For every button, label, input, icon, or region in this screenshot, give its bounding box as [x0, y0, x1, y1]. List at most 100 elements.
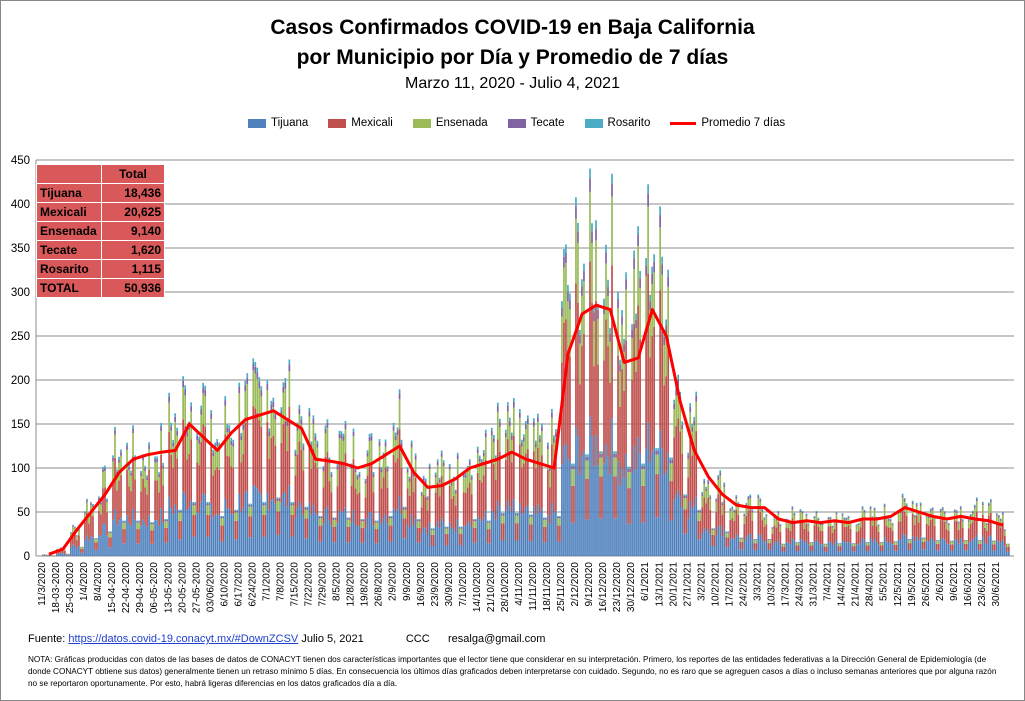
bar-segment: [837, 543, 840, 547]
bar-segment: [390, 525, 393, 542]
bar-segment: [462, 525, 465, 556]
bar-segment: [703, 497, 706, 529]
bar-segment: [589, 416, 591, 556]
bar-segment: [741, 537, 744, 539]
bar-segment: [535, 514, 537, 556]
bar-segment: [571, 463, 573, 466]
bar-segment: [114, 434, 116, 458]
bar-segment: [414, 455, 417, 460]
bar-segment: [140, 525, 142, 556]
bar-segment: [887, 527, 890, 543]
bar-segment: [466, 465, 469, 469]
bar-segment: [324, 509, 327, 556]
source-link[interactable]: https://datos.covid-19.conacyt.mx/#DownZ…: [68, 633, 299, 645]
bar-segment: [577, 231, 579, 243]
legend-label-mexicali: Mexicali: [351, 117, 393, 129]
bar-segment: [845, 517, 848, 519]
bar-segment: [771, 528, 774, 534]
bar-segment: [164, 542, 166, 556]
y-tick-label: 250: [11, 331, 30, 343]
bar-segment: [180, 512, 182, 521]
bar-segment: [699, 520, 702, 540]
bar-segment: [448, 466, 451, 470]
bar-segment: [891, 523, 894, 524]
bar-segment: [901, 533, 904, 556]
bar-segment: [891, 523, 894, 526]
x-tick-label: 26/8/2020: [374, 562, 385, 607]
bar-segment: [633, 258, 635, 269]
bar-segment: [430, 528, 433, 529]
x-tick-label: 28/10/2020: [500, 562, 511, 612]
bar-segment: [384, 446, 387, 468]
bar-segment: [148, 515, 150, 556]
bar-segment: [767, 540, 770, 544]
bar-segment: [428, 485, 431, 523]
bar-segment: [795, 542, 798, 546]
bar-segment: [340, 438, 343, 462]
x-tick-label: 14/10/2020: [472, 562, 483, 612]
bar-segment: [969, 524, 972, 541]
bar-segment: [232, 467, 235, 515]
bar-segment: [695, 401, 698, 432]
bar-segment: [338, 430, 341, 434]
bar-segment: [264, 515, 267, 537]
bar-segment: [547, 469, 549, 516]
bar-segment: [939, 511, 942, 521]
bar-segment: [100, 536, 102, 556]
bar-segment: [90, 501, 92, 504]
bar-segment: [280, 442, 283, 503]
bar-segment: [903, 499, 906, 502]
bar-segment: [775, 520, 778, 528]
bar-segment: [204, 426, 207, 495]
bar-segment: [132, 456, 134, 509]
bar-segment: [416, 521, 419, 528]
bar-segment: [248, 537, 251, 556]
bar-segment: [356, 526, 359, 556]
bar-segment: [721, 515, 724, 537]
totals-value: 1,115: [101, 259, 165, 279]
bar-segment: [438, 527, 441, 556]
bar-segment: [76, 535, 78, 536]
bar-segment: [923, 538, 926, 542]
bar-segment: [841, 523, 844, 541]
bar-segment: [480, 521, 483, 556]
bar-segment: [234, 510, 237, 513]
bar-segment: [494, 479, 497, 520]
bar-segment: [414, 453, 417, 456]
bar-segment: [438, 477, 441, 480]
bar-segment: [993, 544, 996, 551]
bar-segment: [310, 441, 313, 445]
bar-segment: [745, 504, 748, 507]
bar-segment: [873, 508, 876, 511]
bar-segment: [230, 513, 233, 556]
bar-segment: [849, 528, 852, 544]
x-tick-label: 28/4/2021: [865, 562, 876, 607]
bar-segment: [577, 436, 579, 556]
legend-label-ensenada: Ensenada: [435, 117, 488, 129]
bar-segment: [222, 518, 225, 526]
bar-segment: [793, 513, 796, 516]
bar-segment: [246, 377, 249, 385]
bar-segment: [781, 551, 784, 556]
bar-segment: [312, 423, 315, 450]
bar-segment: [166, 519, 168, 522]
bar-segment: [527, 423, 529, 450]
bar-segment: [486, 522, 489, 530]
bar-segment: [541, 426, 543, 432]
bar-segment: [743, 523, 746, 541]
bar-segment: [743, 513, 746, 515]
bar-segment: [438, 496, 441, 528]
bar-segment: [553, 435, 555, 439]
bar-segment: [639, 270, 641, 279]
legend-item-mexicali: Mexicali: [328, 117, 393, 129]
bar-segment: [969, 516, 972, 525]
bar-segment: [901, 495, 904, 498]
bar-segment: [1005, 551, 1008, 556]
bar-segment: [549, 470, 551, 488]
bar-segment: [875, 519, 878, 527]
bar-segment: [823, 551, 826, 556]
bar-segment: [689, 403, 692, 407]
bar-segment: [424, 478, 427, 481]
bar-segment: [971, 511, 974, 514]
x-tick-label: 27/1/2021: [682, 562, 693, 607]
